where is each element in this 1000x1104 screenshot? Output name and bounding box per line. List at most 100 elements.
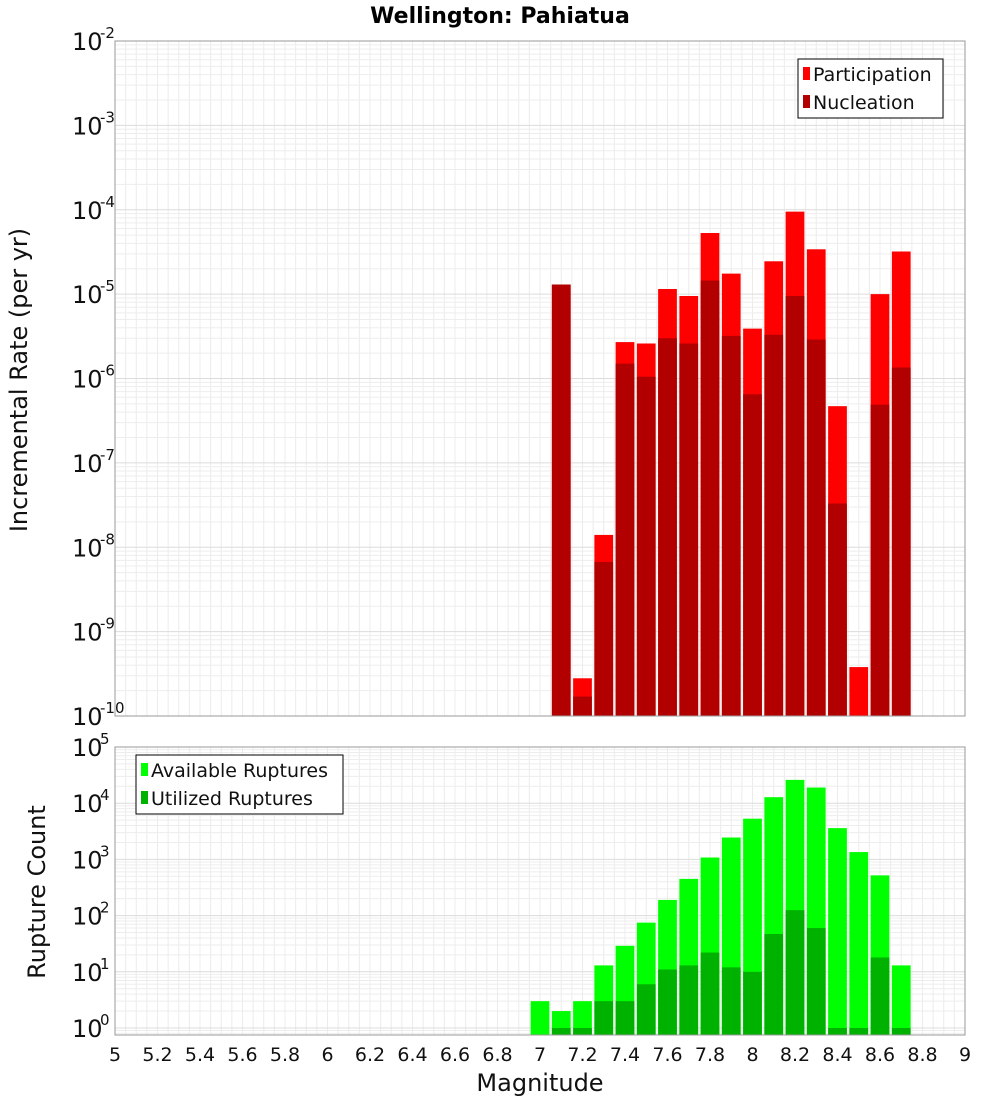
bar-nucleation <box>636 376 656 716</box>
y-tick-label-exponent: -2 <box>100 24 115 42</box>
legend-label: Participation <box>813 64 932 86</box>
y-tick-label-exponent: -7 <box>100 446 115 464</box>
y-tick-label-base: 10 <box>72 112 103 140</box>
bar-nucleation <box>721 335 741 716</box>
x-tick-label: 5.2 <box>142 1044 172 1066</box>
bar-nucleation <box>679 343 699 716</box>
bar-nucleation <box>551 284 571 716</box>
x-tick-label: 5.4 <box>185 1044 215 1066</box>
bar-utilized-ruptures <box>743 971 762 1035</box>
y-tick-label-base: 10 <box>72 959 103 987</box>
x-tick-label: 6.4 <box>397 1044 427 1066</box>
legend-swatch <box>141 791 148 804</box>
y-tick-label-exponent: -5 <box>100 277 115 295</box>
legend-box <box>135 754 344 815</box>
x-tick-label: 7 <box>534 1044 546 1066</box>
legend-label: Nucleation <box>813 92 915 114</box>
bar-utilized-ruptures <box>806 928 826 1035</box>
y-tick-label-exponent: -9 <box>100 615 115 633</box>
bar-nucleation <box>764 334 784 716</box>
y-tick-label-exponent: -3 <box>100 108 115 126</box>
bar-nucleation <box>594 561 614 716</box>
y-tick-label-base: 10 <box>72 28 103 56</box>
x-tick-label: 6.8 <box>482 1044 512 1066</box>
x-tick-label: 7.8 <box>695 1044 725 1066</box>
y-tick-label-base: 10 <box>72 734 103 762</box>
legend-swatch <box>803 95 810 108</box>
y-tick-label-base: 10 <box>72 197 103 225</box>
x-tick-label: 5 <box>109 1044 121 1066</box>
plot-frame-count <box>114 746 966 1036</box>
bar-available-ruptures <box>530 1001 550 1035</box>
bar-utilized-ruptures <box>636 984 656 1035</box>
plot-frame-rate <box>114 40 966 717</box>
y-tick-label-base: 10 <box>72 281 103 309</box>
y-tick-label-base: 10 <box>72 790 103 818</box>
bar-available-ruptures <box>828 828 847 1035</box>
x-tick-label: 6.6 <box>440 1044 470 1066</box>
x-tick-label: 6 <box>321 1044 333 1066</box>
bar-utilized-ruptures <box>594 1001 614 1035</box>
x-axis-label: Magnitude <box>476 1069 603 1097</box>
bar-utilized-ruptures <box>891 1027 911 1035</box>
bar-utilized-ruptures <box>551 1027 571 1035</box>
bar-nucleation <box>743 394 762 716</box>
bar-nucleation <box>700 280 720 716</box>
bar-nucleation <box>573 696 592 716</box>
y-tick-label-exponent: 4 <box>100 786 110 804</box>
y-tick-label-exponent: 1 <box>100 955 110 973</box>
legend-swatch <box>141 763 148 776</box>
y-tick-label-exponent: 2 <box>100 899 110 917</box>
chart-title: Wellington: Pahiatua <box>370 4 630 29</box>
x-tick-label: 7.2 <box>567 1044 597 1066</box>
x-tick-label: 6.2 <box>355 1044 385 1066</box>
legend-label: Available Ruptures <box>151 760 328 782</box>
bar-utilized-ruptures <box>828 1027 847 1035</box>
bar-nucleation <box>870 404 890 716</box>
y-tick-label-exponent: -4 <box>100 193 115 211</box>
legend-box <box>797 58 944 119</box>
x-tick-label: 9 <box>959 1044 971 1066</box>
y-tick-label-base: 10 <box>72 366 103 394</box>
x-tick-label: 8.6 <box>865 1044 895 1066</box>
y-tick-label-base: 10 <box>72 450 103 478</box>
y-tick-label-base: 10 <box>72 534 103 562</box>
bar-nucleation <box>615 363 635 716</box>
y-tick-label-exponent: -8 <box>100 530 115 548</box>
x-tick-label: 5.8 <box>270 1044 300 1066</box>
x-tick-label: 8.2 <box>780 1044 810 1066</box>
legend-label: Utilized Ruptures <box>151 788 313 810</box>
bar-utilized-ruptures <box>764 934 784 1035</box>
bar-utilized-ruptures <box>870 957 890 1035</box>
bar-utilized-ruptures <box>573 1027 592 1035</box>
x-tick-label: 8.4 <box>822 1044 852 1066</box>
y-axis-label-rate: Incremental Rate (per yr) <box>5 228 33 532</box>
y-tick-label-exponent: 5 <box>100 730 110 748</box>
bar-utilized-ruptures <box>658 969 677 1035</box>
y-tick-label-base: 10 <box>72 619 103 647</box>
y-tick-label-base: 10 <box>72 903 103 931</box>
bar-utilized-ruptures <box>700 952 720 1035</box>
x-tick-label: 8 <box>746 1044 758 1066</box>
bar-nucleation <box>806 339 826 716</box>
legend-swatch <box>803 67 810 80</box>
bar-utilized-ruptures <box>849 1027 869 1035</box>
bar-utilized-ruptures <box>615 1001 635 1035</box>
y-tick-label-base: 10 <box>72 703 103 731</box>
bar-utilized-ruptures <box>721 967 741 1035</box>
x-tick-label: 5.6 <box>227 1044 257 1066</box>
y-tick-label-exponent: -10 <box>100 699 125 717</box>
x-tick-label: 8.8 <box>907 1044 937 1066</box>
bar-nucleation <box>785 296 805 716</box>
y-tick-label-exponent: 3 <box>100 842 110 860</box>
bar-utilized-ruptures <box>679 965 699 1035</box>
bar-available-ruptures <box>891 965 911 1035</box>
y-tick-label-base: 10 <box>72 1015 103 1043</box>
x-tick-label: 7.4 <box>610 1044 640 1066</box>
bar-participation <box>849 667 869 716</box>
bar-nucleation <box>828 503 847 716</box>
y-tick-label-exponent: 0 <box>100 1011 110 1029</box>
bar-nucleation <box>658 338 677 716</box>
